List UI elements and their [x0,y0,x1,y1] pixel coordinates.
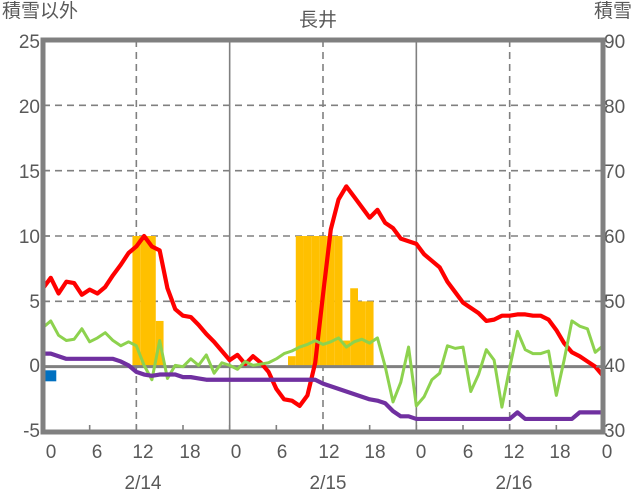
y-left-tick-0: 25 [18,32,40,53]
markers-layer [45,370,57,382]
x-tick-0: 0 [45,442,57,463]
x-tick-6: 12 [318,442,340,463]
series-line-1 [41,319,605,409]
x-tick-7: 18 [364,442,386,463]
x-tick-12: 0 [601,442,613,463]
right-axis-title: 積雪 [593,1,632,22]
y-right-tick-4: 50 [604,292,626,313]
x-tick-1: 6 [91,442,103,463]
y-right-tick-5: 40 [604,356,626,377]
plot-frame [40,37,606,435]
series-line-2 [40,351,606,422]
x-tick-5: 6 [276,442,288,463]
y-left-tick-3: 10 [18,227,40,248]
y-left-tick-2: 15 [18,162,40,183]
left-axis-title: 積雪以外 [2,1,79,22]
x-tick-10: 12 [503,442,525,463]
y-right-tick-2: 70 [604,162,626,183]
y-right-tick-3: 60 [604,227,626,248]
series-line-0 [40,184,606,408]
x-tick-11: 18 [549,442,571,463]
date-label-2: 2/16 [495,473,533,494]
y-right-tick-6: 30 [604,421,626,442]
y-left-tick-5: 0 [29,356,40,377]
y-right-tick-0: 90 [604,32,626,53]
x-tick-8: 0 [415,442,427,463]
date-label-1: 2/15 [309,473,347,494]
chart-title: 長井 [298,10,337,31]
y-left-tick-1: 20 [18,97,40,118]
x-tick-2: 12 [132,442,154,463]
x-tick-4: 0 [230,442,242,463]
y-right-tick-1: 80 [604,97,626,118]
y-left-tick-4: 5 [29,292,40,313]
x-tick-9: 6 [462,442,474,463]
series-lines [40,184,606,422]
x-tick-3: 18 [179,442,201,463]
snow-depth-marker [45,370,57,382]
date-label-0: 2/14 [124,473,162,494]
y-left-tick-6: -5 [23,421,40,442]
